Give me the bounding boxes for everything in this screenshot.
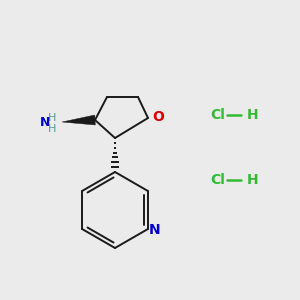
Text: Cl: Cl bbox=[210, 108, 225, 122]
Text: O: O bbox=[152, 110, 164, 124]
Text: Cl: Cl bbox=[210, 173, 225, 187]
Text: N: N bbox=[40, 116, 50, 130]
Text: H: H bbox=[48, 113, 56, 123]
Text: H: H bbox=[247, 108, 259, 122]
Text: N: N bbox=[149, 223, 161, 237]
Text: H: H bbox=[247, 173, 259, 187]
Polygon shape bbox=[62, 115, 95, 125]
Text: H: H bbox=[48, 124, 56, 134]
